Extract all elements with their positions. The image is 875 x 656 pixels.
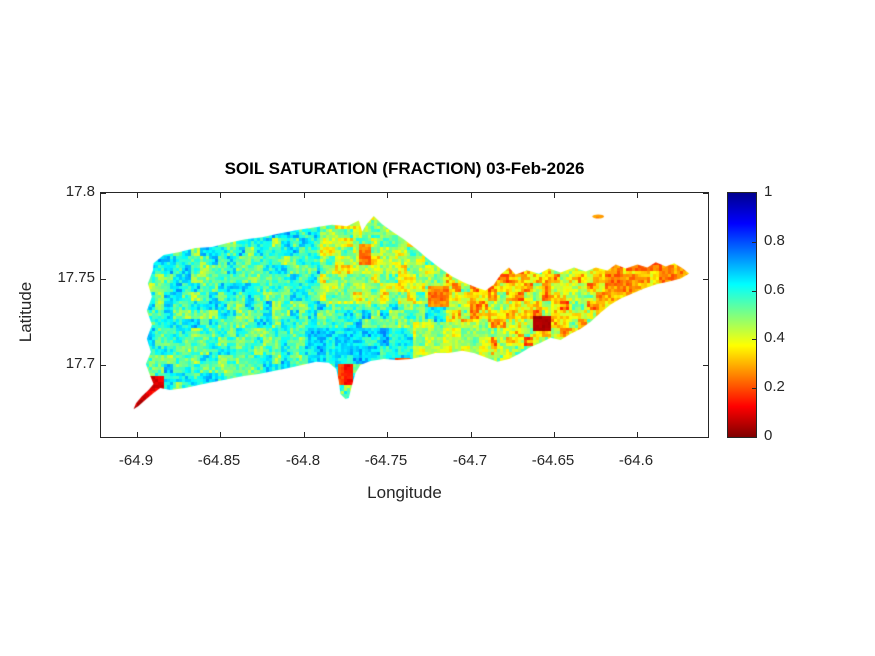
chart-title: SOIL SATURATION (FRACTION) 03-Feb-2026: [224, 159, 585, 178]
x-tick-mark: [137, 193, 138, 198]
colorbar-tick-label: 0.4: [764, 329, 785, 346]
y-tick-label: 17.8: [65, 183, 95, 200]
x-tick-mark: [471, 193, 472, 198]
x-tick-mark: [471, 432, 472, 437]
x-tick-mark: [637, 432, 638, 437]
x-tick-mark: [220, 432, 221, 437]
x-tick-label: -64.6: [618, 452, 654, 469]
y-tick-label: 17.75: [57, 269, 95, 286]
x-tick-label: -64.65: [531, 452, 575, 469]
colorbar-tick-label: 1: [764, 183, 773, 200]
y-tick-mark: [101, 365, 106, 366]
colorbar-tick-label: 0.2: [764, 378, 785, 395]
colorbar-gradient: [728, 193, 756, 437]
colorbar-tick-mark: [752, 388, 756, 389]
x-tick-label: -64.9: [118, 452, 154, 469]
colorbar: [727, 192, 757, 438]
colorbar-tick-mark: [752, 339, 756, 340]
x-tick-mark: [220, 193, 221, 198]
x-tick-mark: [137, 432, 138, 437]
colorbar-tick-label: 0.8: [764, 232, 785, 249]
y-tick-label: 17.7: [65, 355, 95, 372]
x-tick-label: -64.75: [364, 452, 408, 469]
x-tick-mark: [304, 193, 305, 198]
x-tick-label: -64.85: [197, 452, 241, 469]
soil-saturation-heatmap: [101, 193, 708, 437]
x-tick-mark: [304, 432, 305, 437]
x-tick-mark: [637, 193, 638, 198]
y-tick-mark: [703, 365, 708, 366]
x-tick-mark: [387, 432, 388, 437]
x-tick-label: -64.7: [452, 452, 488, 469]
y-tick-mark: [703, 279, 708, 280]
x-axis-label: Longitude: [367, 483, 442, 502]
x-tick-mark: [554, 432, 555, 437]
y-tick-mark: [101, 193, 106, 194]
colorbar-tick-mark: [752, 291, 756, 292]
colorbar-tick-label: 0.6: [764, 281, 785, 298]
plot-area: [100, 192, 709, 438]
colorbar-tick-mark: [752, 242, 756, 243]
colorbar-tick-label: 0: [764, 427, 773, 444]
x-tick-mark: [387, 193, 388, 198]
x-tick-mark: [554, 193, 555, 198]
y-tick-mark: [101, 279, 106, 280]
x-tick-label: -64.8: [285, 452, 321, 469]
y-tick-mark: [703, 193, 708, 194]
